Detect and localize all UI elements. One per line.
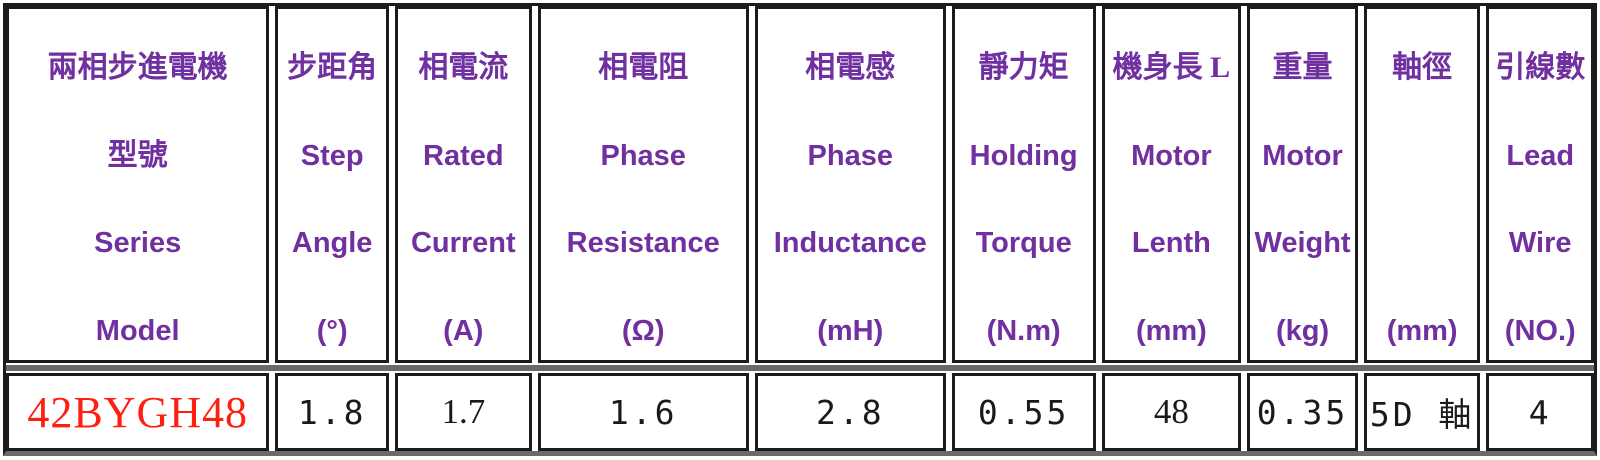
header-line-en: Phase [807,139,893,172]
value-text: 48 [1153,392,1189,431]
header-unit: (NO.) [1504,314,1576,347]
value-text: 5D 軸 [1369,395,1475,434]
header-line-zh: 機身長 L [1112,51,1231,84]
header-line-en: Wire [1508,227,1572,260]
value-text: 0.35 [1256,392,1349,432]
header-line-zh: 重量 [1272,51,1333,84]
header-cell-phase-inductance: 相電感 Phase Inductance (mH) [754,6,946,363]
value-cell-motor-length: 48 [1101,373,1242,451]
header-line-zh: 引線數 [1495,51,1586,84]
header-line-zh: 相電感 [805,51,896,84]
value-text: 42BYGH48 [27,387,249,437]
header-line-en: Series [94,227,182,260]
header-cell-motor-weight: 重量 Motor Weight (kg) [1247,6,1358,363]
header-line-zh: 靜力矩 [978,51,1069,84]
header-line-en: Holding [969,139,1078,172]
header-line-zh: 相電阻 [598,51,689,84]
value-text: 1.7 [441,392,486,431]
header-cell-lead-wire: 引線數 Lead Wire (NO.) [1486,6,1594,363]
header-unit: (A) [443,314,484,347]
value-cell-series-model: 42BYGH48 [6,373,270,451]
header-unit: (mm) [1135,314,1207,347]
header-cell-step-angle: 步距角 Step Angle (°) [275,6,389,363]
value-cell-step-angle: 1.8 [275,373,389,451]
header-line-en: Motor [1131,139,1212,172]
header-cell-rated-current: 相電流 Rated Current (A) [394,6,532,363]
value-cell-phase-resistance: 1.6 [537,373,749,451]
header-line-en: Lead [1506,139,1575,172]
header-cell-motor-length: 機身長 L Motor Lenth (mm) [1101,6,1242,363]
header-line-en: Phase [600,139,686,172]
value-cell-phase-inductance: 2.8 [754,373,946,451]
value-text: 2.8 [815,392,885,432]
header-line-en: Step [300,139,364,172]
header-line-en: Current [410,227,516,260]
header-cell-series-model: 兩相步進電機 型號 Series Model [6,6,270,363]
header-line-en: Motor [1262,139,1343,172]
value-cell-motor-weight: 0.35 [1247,373,1358,451]
header-line-en: Resistance [566,227,720,260]
value-text: 4 [1528,392,1552,432]
header-cell-shaft-diameter: 軸徑 (mm) [1363,6,1481,363]
header-unit: (mm) [1386,314,1458,347]
value-cell-rated-current: 1.7 [394,373,532,451]
value-cell-shaft-diameter: 5D 軸 [1363,373,1481,451]
header-line-zh: 軸徑 [1392,51,1453,84]
spec-table: 兩相步進電機 型號 Series Model 步距角 Step Angle (°… [3,3,1597,456]
header-line-en: Lenth [1131,227,1211,260]
header-cell-phase-resistance: 相電阻 Phase Resistance (Ω) [537,6,749,363]
header-unit: (kg) [1275,314,1330,347]
value-cell-lead-wire: 4 [1486,373,1594,451]
header-unit: (°) [316,314,348,347]
header-unit: (Ω) [621,314,665,347]
header-line-zh: 相電流 [418,51,509,84]
header-line-zh: 兩相步進電機 [47,51,228,84]
header-line-en: Angle [291,227,373,260]
header-unit: (mH) [817,314,884,347]
header-line-zh: 型號 [107,138,168,172]
header-line-en: Weight [1254,227,1351,260]
row-divider [6,365,1594,371]
value-cell-holding-torque: 0.55 [951,373,1096,451]
header-unit: (N.m) [986,314,1061,347]
value-text: 0.55 [977,392,1070,432]
value-text: 1.8 [297,392,367,432]
header-line-en: Model [95,314,180,347]
header-line-zh: 步距角 [287,51,378,84]
value-text: 1.6 [608,392,678,432]
header-line-en: Torque [975,227,1072,260]
header-line-en: Rated [423,139,504,172]
header-line-en: Inductance [773,227,927,260]
header-cell-holding-torque: 靜力矩 Holding Torque (N.m) [951,6,1096,363]
